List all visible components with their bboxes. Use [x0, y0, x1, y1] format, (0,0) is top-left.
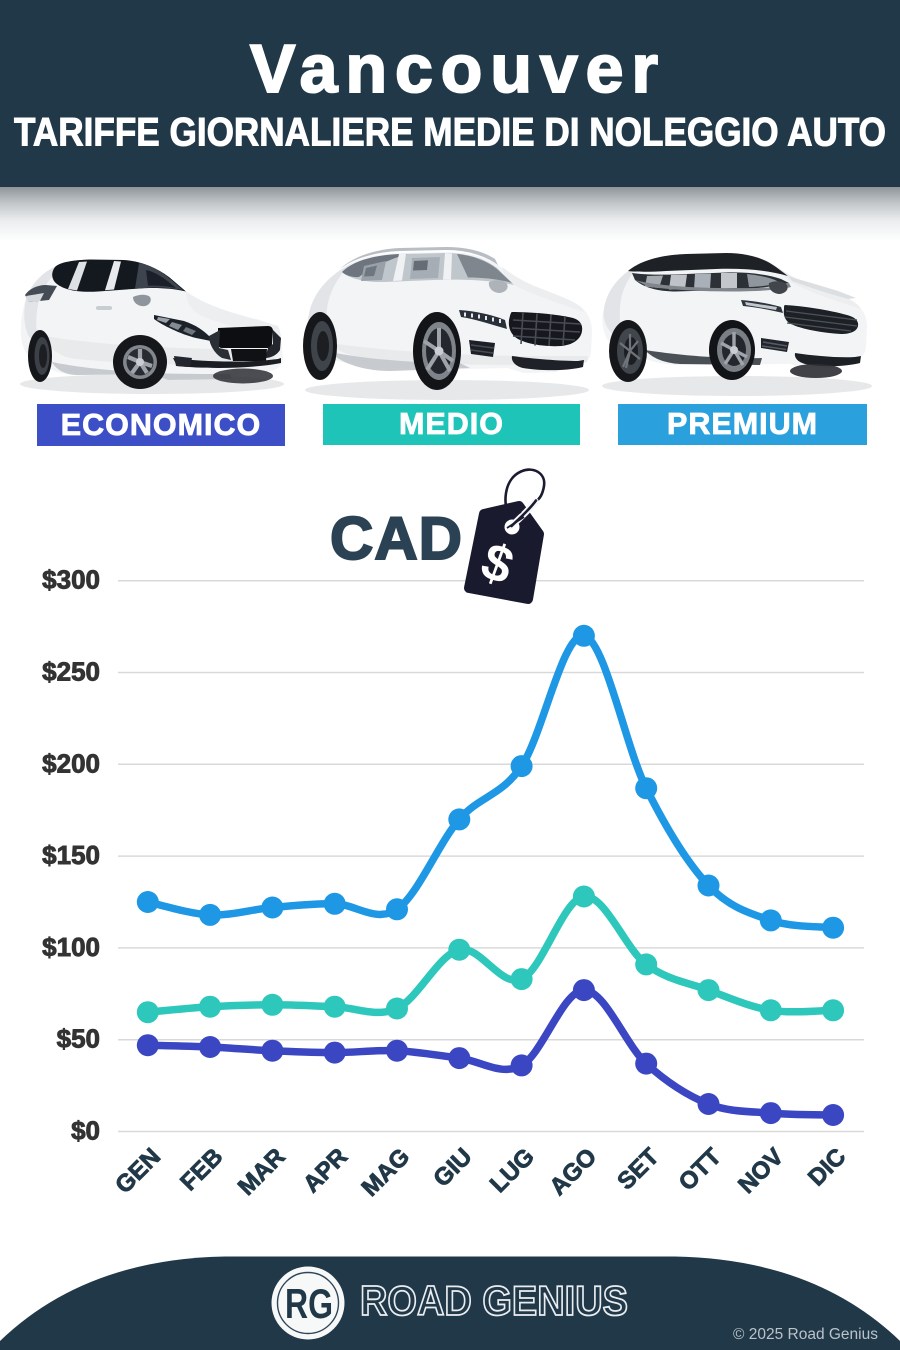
svg-text:TARIFFE GIORNALIERE MEDIE DI N: TARIFFE GIORNALIERE MEDIE DI NOLEGGIO AU…: [14, 111, 886, 155]
svg-text:DIC: DIC: [803, 1143, 851, 1191]
svg-text:$0: $0: [71, 1116, 100, 1146]
svg-text:LUG: LUG: [485, 1143, 540, 1198]
svg-text:$150: $150: [42, 840, 100, 870]
svg-text:$50: $50: [57, 1024, 100, 1054]
svg-text:OTT: OTT: [674, 1143, 727, 1196]
svg-text:AGO: AGO: [544, 1143, 602, 1201]
svg-text:APR: APR: [298, 1143, 353, 1198]
svg-text:GIU: GIU: [428, 1143, 477, 1192]
svg-text:FEB: FEB: [175, 1143, 228, 1196]
svg-text:MAR: MAR: [233, 1143, 291, 1201]
svg-text:$100: $100: [42, 932, 100, 962]
svg-text:ROAD GENIUS: ROAD GENIUS: [360, 1277, 628, 1324]
svg-text:GEN: GEN: [110, 1143, 166, 1199]
svg-text:$200: $200: [42, 748, 100, 778]
svg-text:© 2025 Road Genius: © 2025 Road Genius: [733, 1326, 878, 1343]
svg-text:$300: $300: [42, 565, 100, 595]
svg-text:CAD: CAD: [330, 505, 463, 572]
svg-text:$250: $250: [42, 657, 100, 687]
svg-text:NOV: NOV: [733, 1143, 789, 1199]
svg-text:SET: SET: [612, 1143, 664, 1195]
svg-text:RG: RG: [285, 1280, 333, 1327]
svg-text:MAG: MAG: [357, 1143, 416, 1202]
